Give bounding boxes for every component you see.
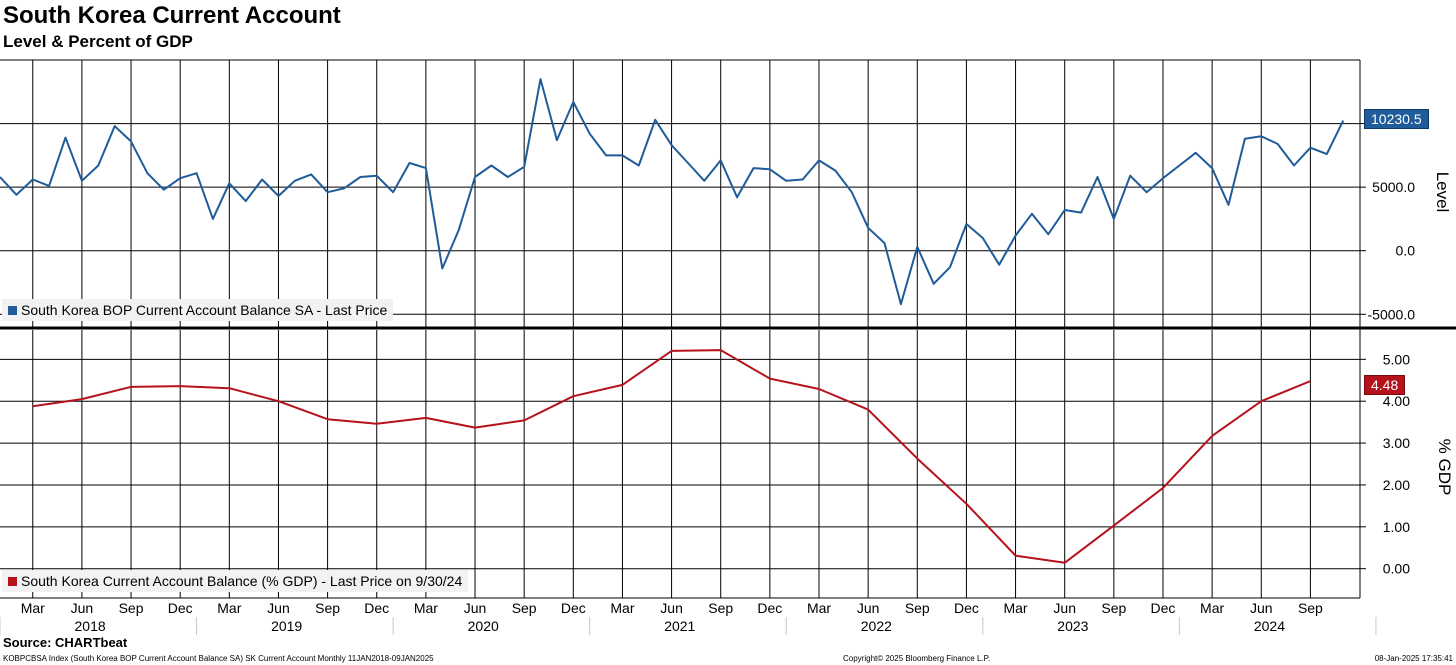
x-month-label: Dec — [1151, 600, 1176, 616]
x-month-label: Sep — [905, 600, 930, 616]
x-month-label: Jun — [71, 600, 94, 616]
level-ytick-label: 0.0 — [1396, 243, 1416, 259]
gdp-ytick-label: 4.00 — [1383, 393, 1410, 409]
level-legend-swatch — [8, 306, 17, 315]
gdp-last-value-tag: 4.48 — [1364, 375, 1406, 395]
x-month-label: Sep — [708, 600, 733, 616]
gdp-legend-label: South Korea Current Account Balance (% G… — [21, 573, 463, 589]
x-month-label: Mar — [1200, 600, 1224, 616]
chart-title: South Korea Current Account — [3, 2, 341, 29]
x-month-label: Mar — [1003, 600, 1027, 616]
x-month-label: Dec — [364, 600, 389, 616]
x-month-label: Dec — [561, 600, 586, 616]
gdp-ytick-label: 3.00 — [1383, 435, 1410, 451]
x-month-label: Sep — [315, 600, 340, 616]
x-year-label: 2020 — [468, 618, 499, 634]
x-month-label: Dec — [757, 600, 782, 616]
series-lines — [0, 78, 1345, 564]
x-year-label: 2024 — [1254, 618, 1285, 634]
level-ytick-label: 5000.0 — [1372, 179, 1415, 195]
x-month-label: Jun — [464, 600, 487, 616]
chart-subtitle: Level & Percent of GDP — [3, 32, 193, 51]
x-month-label: Dec — [168, 600, 193, 616]
gdp-axis-ticks: 0.00 1.00 2.00 3.00 4.00 5.00 — [1360, 351, 1410, 577]
x-month-label: Dec — [954, 600, 979, 616]
footer-copyright: Copyright© 2025 Bloomberg Finance L.P. — [843, 654, 991, 663]
level-series-line — [0, 78, 1345, 306]
x-year-label: 2023 — [1057, 618, 1088, 634]
gdp-panel-grid — [0, 330, 1360, 598]
gdp-ytick-label: 5.00 — [1383, 351, 1410, 367]
x-month-label: Jun — [857, 600, 880, 616]
level-legend: South Korea BOP Current Account Balance … — [2, 299, 394, 321]
gdp-axis-label: % GDP — [1435, 439, 1454, 496]
x-axis-ticks: Mar Jun Sep Dec Mar Jun Sep Dec Mar Jun Sep Dec Mar J… — [0, 600, 1377, 635]
x-year-label: 2021 — [664, 618, 695, 634]
x-month-label: Jun — [1250, 600, 1273, 616]
footer-timestamp: 08-Jan-2025 17:35:41 — [1374, 654, 1453, 663]
x-month-label: Mar — [217, 600, 241, 616]
x-month-label: Jun — [267, 600, 290, 616]
x-month-label: Sep — [119, 600, 144, 616]
x-month-label: Jun — [1053, 600, 1076, 616]
source-note: Source: CHARTbeat — [3, 635, 128, 650]
chart-axes — [0, 60, 1456, 599]
gdp-series-line — [32, 349, 1311, 564]
x-month-label: Mar — [807, 600, 831, 616]
gdp-legend-swatch — [8, 577, 17, 586]
x-month-label: Mar — [21, 600, 45, 616]
gdp-ytick-label: 2.00 — [1383, 477, 1410, 493]
gdp-ytick-label: 0.00 — [1383, 561, 1410, 577]
footer-index-note: KOBPCBSA Index (South Korea BOP Current … — [3, 654, 434, 663]
level-ytick-label: -5000.0 — [1368, 306, 1416, 322]
x-month-label: Sep — [1298, 600, 1323, 616]
level-legend-label: South Korea BOP Current Account Balance … — [21, 302, 388, 318]
x-month-label: Sep — [1101, 600, 1126, 616]
x-month-label: Sep — [512, 600, 537, 616]
x-month-label: Jun — [660, 600, 683, 616]
x-year-label: 2018 — [75, 618, 106, 634]
gdp-ytick-label: 1.00 — [1383, 519, 1410, 535]
x-month-label: Mar — [414, 600, 438, 616]
gdp-legend: South Korea Current Account Balance (% G… — [2, 570, 469, 592]
x-month-label: Mar — [610, 600, 634, 616]
level-axis-label: Level — [1433, 172, 1452, 213]
x-year-label: 2022 — [861, 618, 892, 634]
level-axis-ticks: -5000.0 0.0 5000.0 — [1360, 123, 1416, 322]
level-last-value-tag: 10230.5 — [1364, 109, 1429, 129]
x-year-label: 2019 — [271, 618, 302, 634]
